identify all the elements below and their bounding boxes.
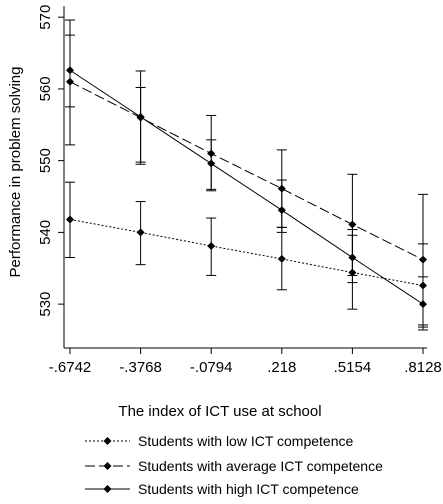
data-point-2-2 <box>207 159 216 168</box>
y-tick-label-570: 570 <box>37 5 54 30</box>
legend: Students with low ICT competence Students… <box>85 433 383 497</box>
y-axis: 530 540 550 560 570 <box>37 5 65 348</box>
data-point-1-4 <box>348 220 357 229</box>
series-line-1 <box>69 81 424 261</box>
y-tick-label-530: 530 <box>37 292 54 317</box>
x-axis-title: The index of ICT use at school <box>118 403 321 420</box>
x-tick-label-2: -.0794 <box>190 359 233 376</box>
series-2 <box>65 34 428 331</box>
data-point-0-1 <box>136 228 145 237</box>
x-axis: -.6742 -.3768 -.0794 .218 .5154 .8128 <box>49 347 442 376</box>
legend-label-1: Students with average ICT competence <box>138 458 383 474</box>
legend-label-0: Students with low ICT competence <box>138 433 354 449</box>
data-point-2-5 <box>419 300 427 309</box>
x-tick-label-5: .8128 <box>404 359 442 376</box>
series-0 <box>65 181 428 328</box>
data-point-1-5 <box>419 255 427 264</box>
legend-marker-1 <box>103 462 112 470</box>
legend-item-0: Students with low ICT competence <box>85 433 354 449</box>
data-point-2-1 <box>136 112 145 121</box>
x-tick-label-4: .5154 <box>334 359 372 376</box>
series-line-2 <box>69 69 424 305</box>
legend-item-2: Students with high ICT competence <box>85 481 359 497</box>
y-tick-label-540: 540 <box>37 220 54 245</box>
y-tick-label-550: 550 <box>37 148 54 173</box>
y-tick-label-560: 560 <box>37 76 54 101</box>
legend-item-1: Students with average ICT competence <box>85 458 383 474</box>
data-point-0-3 <box>277 254 286 263</box>
data-point-0-2 <box>207 242 216 251</box>
x-tick-label-1: -.3768 <box>119 359 162 376</box>
data-point-2-0 <box>66 66 74 75</box>
data-point-2-4 <box>348 253 357 262</box>
data-point-0-0 <box>66 215 74 224</box>
legend-marker-2 <box>103 485 112 493</box>
y-axis-title: Performance in problem solving <box>7 67 24 278</box>
series-1 <box>65 19 428 326</box>
data-point-2-3 <box>277 206 286 215</box>
x-tick-label-0: -.6742 <box>49 359 92 376</box>
x-tick-label-3: .218 <box>267 359 296 376</box>
legend-label-2: Students with high ICT competence <box>138 481 359 497</box>
legend-marker-0 <box>103 437 112 445</box>
plot-area <box>65 19 428 331</box>
series-line-0 <box>69 218 424 286</box>
